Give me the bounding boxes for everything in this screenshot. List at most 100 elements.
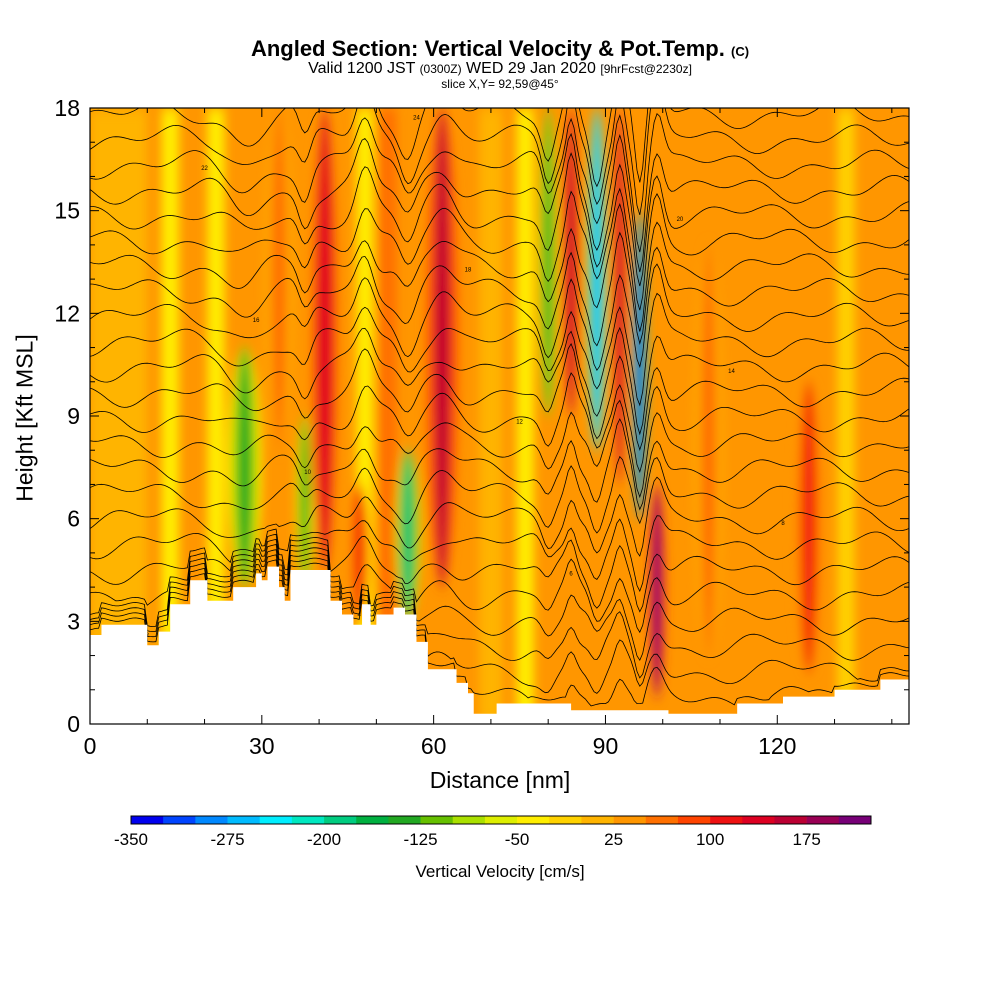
colorbar-swatch	[420, 816, 454, 824]
ambient-band	[877, 108, 895, 724]
isentrope-line	[90, 187, 909, 311]
colorbar-swatch	[742, 816, 775, 824]
isentrope-line	[90, 203, 909, 332]
colorbar-swatch	[356, 816, 389, 824]
isentrope-label: 2	[146, 633, 150, 639]
downdraft-band	[637, 210, 643, 519]
colorbar-swatch	[291, 816, 325, 824]
isentrope-label: 24	[413, 116, 420, 122]
terrain	[90, 566, 909, 724]
x-tick-label: 60	[421, 733, 447, 759]
colorbar-tick-label: 25	[604, 830, 623, 849]
isentrope-line	[90, 343, 909, 452]
isentrope-line	[90, 372, 909, 474]
isentrope-label: 16	[253, 318, 260, 324]
isentrope-label: 18	[465, 268, 472, 274]
chart-subtitle: Valid 1200 JST (0300Z) WED 29 Jan 2020 […	[0, 60, 1000, 78]
colorbar-swatch	[131, 816, 164, 824]
colorbar-label: Vertical Velocity [cm/s]	[415, 862, 585, 881]
isentrope-line	[90, 263, 909, 371]
colorbar-swatch	[259, 816, 293, 824]
isentrope-line	[90, 476, 909, 557]
colorbar-swatch	[452, 816, 486, 824]
valid-time: Valid 1200 JST	[308, 60, 416, 77]
colorbar-swatch	[517, 816, 550, 824]
downdraft-band	[302, 416, 308, 588]
colorbar-swatch	[613, 816, 647, 824]
plot-area: 24681012141618202224	[90, 108, 909, 724]
isentrope-line	[90, 108, 909, 188]
y-tick-label: 15	[54, 198, 80, 224]
y-axis-label: Height [Kft MSL]	[11, 334, 38, 502]
isentrope-line	[90, 152, 909, 287]
isentrope-line	[90, 326, 909, 436]
isentrope-label: 8	[781, 521, 785, 527]
x-tick-label: 120	[758, 733, 796, 759]
colorbar-swatch	[227, 816, 260, 824]
isentrope-group: 24681012141618202224	[90, 108, 909, 707]
isentrope-line	[90, 455, 909, 534]
isentrope-label: 10	[304, 470, 311, 476]
y-tick-label: 12	[54, 300, 80, 326]
colorbar-tick-label: 100	[696, 830, 724, 849]
colorbar-tick-label: 175	[792, 830, 820, 849]
colorbar-tick-label: -50	[505, 830, 530, 849]
y-tick-label: 0	[67, 711, 80, 737]
colorbar: -350 -275 -200 -125 -50 25 100 175	[114, 815, 872, 849]
isentrope-line	[90, 108, 909, 216]
title-main: Angled Section: Vertical Velocity & Pot.…	[250, 36, 725, 61]
updraft-band	[356, 484, 363, 622]
colorbar-swatch	[163, 816, 196, 824]
updraft-band	[437, 108, 448, 588]
ambient-band	[207, 108, 225, 724]
isentrope-line	[90, 533, 909, 613]
colorbar-tick-label: -275	[211, 830, 245, 849]
x-tick-label: 0	[84, 733, 97, 759]
downdraft-band	[239, 347, 250, 588]
colorbar-swatch	[549, 816, 582, 824]
isentrope-line	[90, 538, 909, 634]
colorbar-swatch	[774, 816, 807, 824]
y-tick-label: 18	[54, 95, 80, 121]
colorbar-swatch	[677, 816, 711, 824]
updraft-band	[804, 381, 814, 673]
colorbar-swatch	[581, 816, 614, 824]
updraft-band	[654, 484, 660, 697]
ambient-band	[516, 108, 534, 724]
isentrope-line	[90, 132, 909, 273]
colorbar-swatch	[195, 816, 228, 824]
colorbar-swatch	[806, 816, 840, 824]
updraft-band	[319, 108, 330, 570]
isentrope-line	[90, 292, 909, 407]
updraft-band	[568, 108, 574, 416]
y-tick-label: 9	[67, 403, 80, 429]
y-tick-label: 6	[67, 506, 80, 532]
chart-title: Angled Section: Vertical Velocity & Pot.…	[0, 36, 1000, 62]
slice-info: slice X,Y= 92,59@45°	[441, 77, 559, 91]
x-tick-label: 30	[249, 733, 275, 759]
colorbar-tick-label: -125	[404, 830, 438, 849]
isentrope-line	[90, 515, 909, 593]
ambient-band	[379, 108, 397, 724]
updraft-band	[617, 108, 623, 485]
ambient-band	[161, 108, 179, 724]
colorbar-frame	[130, 815, 872, 825]
colorbar-swatch	[484, 816, 518, 824]
isentrope-label: 22	[201, 166, 208, 172]
colorbar-swatch	[324, 816, 357, 824]
colorbar-swatch	[710, 816, 743, 824]
isentrope-line	[90, 231, 909, 347]
title-unit: (C)	[731, 44, 750, 59]
isentrope-label: 20	[677, 217, 684, 223]
isentrope-line	[90, 549, 909, 679]
forecast-info: [9hrFcst@2230z]	[600, 62, 692, 76]
downdraft-band	[545, 108, 551, 416]
downdraft-band	[404, 450, 412, 622]
isentrope-label: 12	[516, 419, 523, 425]
y-tick-label: 3	[67, 608, 80, 634]
x-axis-label: Distance [nm]	[429, 767, 571, 793]
valid-date: WED 29 Jan 2020	[466, 60, 596, 77]
isentrope-line	[90, 559, 909, 707]
